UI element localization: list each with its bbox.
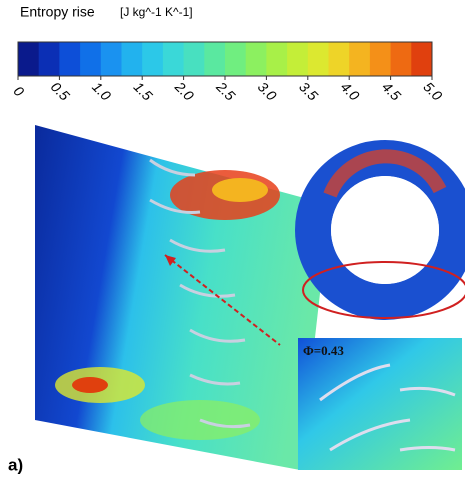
colorbar-band: [163, 42, 184, 76]
colorbar-band: [184, 42, 205, 76]
colorbar-band: [18, 42, 39, 76]
colorbar-tick-label: 5.0: [420, 79, 445, 104]
colorbar-band: [266, 42, 287, 76]
zoom-inset: Φ=0.43: [298, 338, 462, 470]
colorbar-band: [370, 42, 391, 76]
annulus-inset: [303, 156, 465, 318]
colorbar-tick-label: 3.0: [255, 79, 280, 104]
colorbar-band: [225, 42, 246, 76]
colorbar-tick-label: 4.0: [338, 79, 363, 104]
colorbar-band: [39, 42, 60, 76]
hot-zone: [72, 377, 108, 393]
colorbar-band: [80, 42, 101, 76]
inset-label: Φ=0.43: [303, 343, 344, 358]
colorbar-tick-label: 3.5: [296, 79, 321, 104]
colorbar-tick-label: 0.5: [48, 79, 73, 104]
colorbar-unit: [J kg^-1 K^-1]: [120, 5, 193, 19]
colorbar-band: [142, 42, 163, 76]
colorbar-band: [287, 42, 308, 76]
colorbar-band: [308, 42, 329, 76]
panel-label: a): [8, 455, 23, 474]
hot-zone: [212, 178, 268, 202]
colorbar-tick-label: 1.5: [131, 79, 156, 104]
figure: Entropy rise [J kg^-1 K^-1] 0 0.5 1.0 1.5 2.…: [0, 0, 465, 486]
colorbar-tick-label: 0: [11, 83, 28, 100]
colorbar-tick-label: 4.5: [379, 79, 404, 104]
colorbar-tick-label: 1.0: [89, 79, 114, 104]
colorbar-band: [204, 42, 225, 76]
colorbar-band: [391, 42, 412, 76]
annulus-hole: [331, 176, 439, 284]
colorbar-band: [411, 42, 432, 76]
colorbar-tick-label: 2.5: [213, 78, 239, 104]
flow-field: [35, 125, 330, 470]
colorbar-band: [101, 42, 122, 76]
colorbar-tick-label: 2.0: [171, 78, 197, 104]
colorbar-band: [246, 42, 267, 76]
colorbar: 0 0.5 1.0 1.5 2.0 2.5 3.0 3.5 4.0 4.5 5.0: [11, 42, 446, 104]
colorbar-band: [122, 42, 143, 76]
colorbar-band: [329, 42, 350, 76]
colorbar-title: Entropy rise: [20, 4, 95, 20]
page: {"colorbar": {"title": "Entropy rise", "…: [0, 0, 465, 486]
colorbar-band: [349, 42, 370, 76]
colorbar-band: [59, 42, 80, 76]
